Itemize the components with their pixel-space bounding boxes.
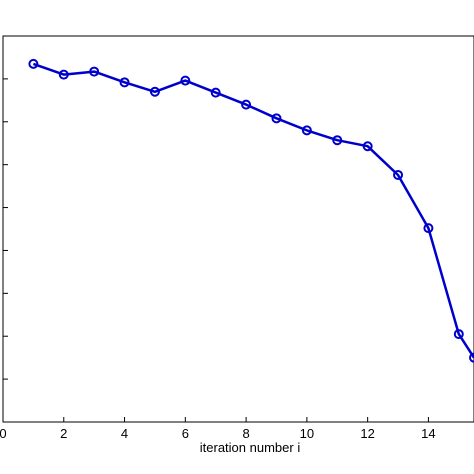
data-point [332, 135, 343, 146]
data-point [28, 58, 39, 69]
data-point [423, 223, 434, 234]
x-tick-label: 2 [60, 426, 67, 441]
data-point [393, 169, 404, 180]
data-point [271, 113, 282, 124]
data-point [301, 125, 312, 136]
x-tick-label: 6 [182, 426, 189, 441]
x-axis: 0 2 4 6 8 10 12 14 [0, 417, 436, 441]
x-tick-label: 10 [300, 426, 314, 441]
x-tick-label: 4 [121, 426, 128, 441]
series-line [32, 62, 474, 359]
series-markers [28, 58, 474, 363]
data-point [119, 77, 130, 88]
data-point [149, 86, 160, 97]
data-point [453, 329, 464, 340]
y-axis [3, 78, 8, 380]
data-point [362, 141, 373, 152]
x-tick-label: 14 [421, 426, 435, 441]
data-point [89, 66, 100, 77]
data-point [210, 87, 221, 98]
data-point [469, 352, 474, 363]
x-tick-label: 8 [242, 426, 249, 441]
x-tick-label: 0 [0, 426, 7, 441]
data-point [180, 75, 191, 86]
x-tick-label: 12 [360, 426, 374, 441]
data-point [58, 69, 69, 80]
plot-frame [2, 35, 474, 423]
data-point [241, 99, 252, 110]
x-axis-label: iteration number i [200, 440, 301, 455]
